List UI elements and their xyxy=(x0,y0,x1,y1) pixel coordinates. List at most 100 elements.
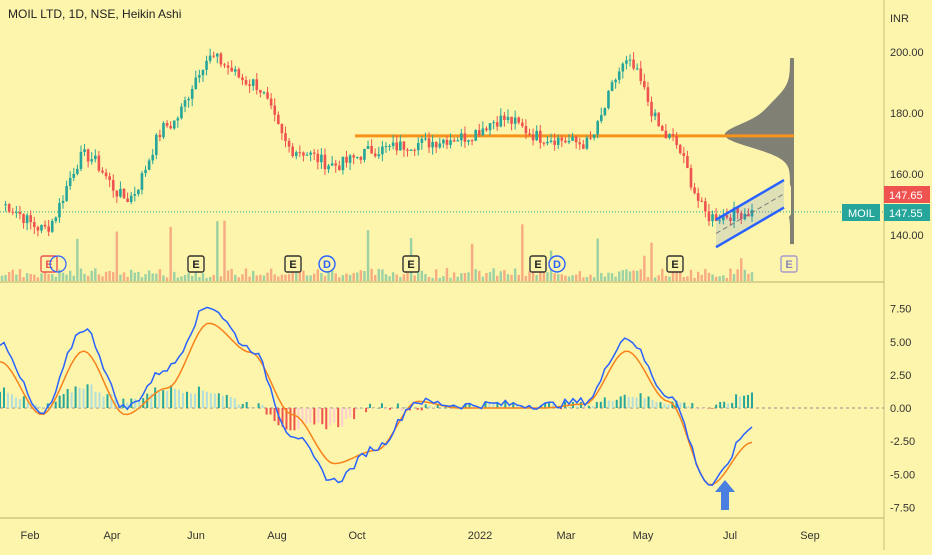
volume-bar xyxy=(58,269,61,281)
volume-bar xyxy=(650,242,653,281)
earnings-marker xyxy=(529,255,547,273)
candle-body xyxy=(506,116,510,120)
volume-bar xyxy=(284,274,287,281)
macd-histogram-bar xyxy=(412,407,415,409)
volume-bar xyxy=(47,273,50,281)
candle-body xyxy=(212,55,216,57)
volume-bar xyxy=(431,277,434,281)
macd-histogram-bar xyxy=(567,406,570,408)
volume-bar xyxy=(668,276,671,281)
price-tick-label: 200.00 xyxy=(890,47,924,59)
volume-bar xyxy=(646,277,650,281)
candle-body xyxy=(632,59,635,69)
macd-histogram-bar xyxy=(170,385,173,408)
volume-bar xyxy=(488,272,492,281)
candle-body xyxy=(431,141,434,148)
macd-histogram-bar xyxy=(631,396,634,408)
time-tick-label: 2022 xyxy=(468,530,492,542)
volume-bar xyxy=(277,276,280,281)
volume-bar xyxy=(460,273,463,281)
volume-bar xyxy=(112,272,115,281)
candle-body xyxy=(704,201,707,212)
volume-bar xyxy=(366,230,370,281)
macd-histogram-bar xyxy=(253,408,256,409)
macd-histogram-bar xyxy=(548,402,551,408)
macd-histogram-bar xyxy=(357,408,360,410)
macd-histogram-bar xyxy=(62,394,65,408)
macd-histogram-bar xyxy=(138,400,141,408)
volume-bar xyxy=(747,273,750,281)
candle-body xyxy=(628,59,632,61)
volume-bar xyxy=(610,273,614,281)
earnings-marker xyxy=(666,255,684,273)
macd-histogram-bar xyxy=(122,398,125,408)
volume-bar xyxy=(435,269,438,281)
volume-bar xyxy=(377,268,380,281)
volume-bar xyxy=(234,274,237,281)
volume-bar xyxy=(725,277,729,281)
volume-bar xyxy=(714,276,718,281)
symbol-tag-label: MOIL xyxy=(848,208,875,220)
volume-bar xyxy=(291,269,294,281)
volume-bar xyxy=(187,272,190,281)
earnings-marker xyxy=(284,255,302,273)
volume-bar xyxy=(596,238,599,281)
macd-histogram-bar xyxy=(102,396,105,408)
volume-bar xyxy=(205,277,208,281)
candle-body xyxy=(183,100,187,107)
candle-body xyxy=(668,134,671,138)
dividend-marker xyxy=(548,255,566,273)
macd-histogram-bar xyxy=(325,408,328,430)
candle-body xyxy=(381,146,384,155)
volume-bar xyxy=(736,269,739,281)
candle-body xyxy=(406,149,409,151)
volume-bar xyxy=(25,273,29,281)
volume-bar xyxy=(94,268,97,281)
candle-body xyxy=(7,204,11,212)
macd-histogram-bar xyxy=(575,406,578,408)
candle-body xyxy=(384,146,388,148)
candle-body xyxy=(442,139,445,144)
macd-histogram-bar xyxy=(189,393,192,408)
volume-bar xyxy=(582,277,585,281)
volume-bar xyxy=(305,275,309,281)
candle-body xyxy=(614,79,617,83)
event-marker-label: D xyxy=(323,259,331,271)
macd-histogram-bar xyxy=(134,398,137,408)
candle-body xyxy=(495,122,499,127)
macd-histogram-bar xyxy=(94,391,97,408)
volume-bar xyxy=(201,273,205,281)
macd-histogram-bar xyxy=(289,408,292,431)
macd-histogram-bar xyxy=(587,405,590,408)
volume-bar xyxy=(7,272,11,281)
candle-body xyxy=(104,172,108,177)
volume-bar xyxy=(424,274,427,281)
macd-histogram-bar xyxy=(747,394,750,408)
macd-histogram-bar xyxy=(365,408,368,413)
macd-tick-label: 5.00 xyxy=(890,337,911,349)
candle-body xyxy=(137,189,140,195)
volume-bar xyxy=(76,238,79,281)
candle-body xyxy=(492,122,495,124)
macd-histogram-bar xyxy=(154,387,157,408)
macd-histogram-bar xyxy=(78,387,81,408)
candle-body xyxy=(108,176,111,181)
macd-histogram-bar xyxy=(373,408,376,409)
candle-body xyxy=(302,152,305,156)
macd-histogram-bar xyxy=(305,408,308,424)
volume-bar xyxy=(54,276,58,281)
candle-body xyxy=(646,87,650,102)
volume-bar xyxy=(79,268,83,281)
candle-body xyxy=(560,137,564,141)
macd-signal-line xyxy=(0,322,753,486)
macd-histogram-bar xyxy=(679,402,682,408)
volume-bar xyxy=(510,274,513,281)
macd-histogram-bar xyxy=(611,400,614,408)
candle-body xyxy=(11,211,15,213)
macd-histogram-bar xyxy=(440,407,443,409)
volume-bar xyxy=(679,272,682,281)
volume-bar xyxy=(90,270,93,281)
volume-bar xyxy=(682,277,686,281)
candle-body xyxy=(129,195,133,203)
